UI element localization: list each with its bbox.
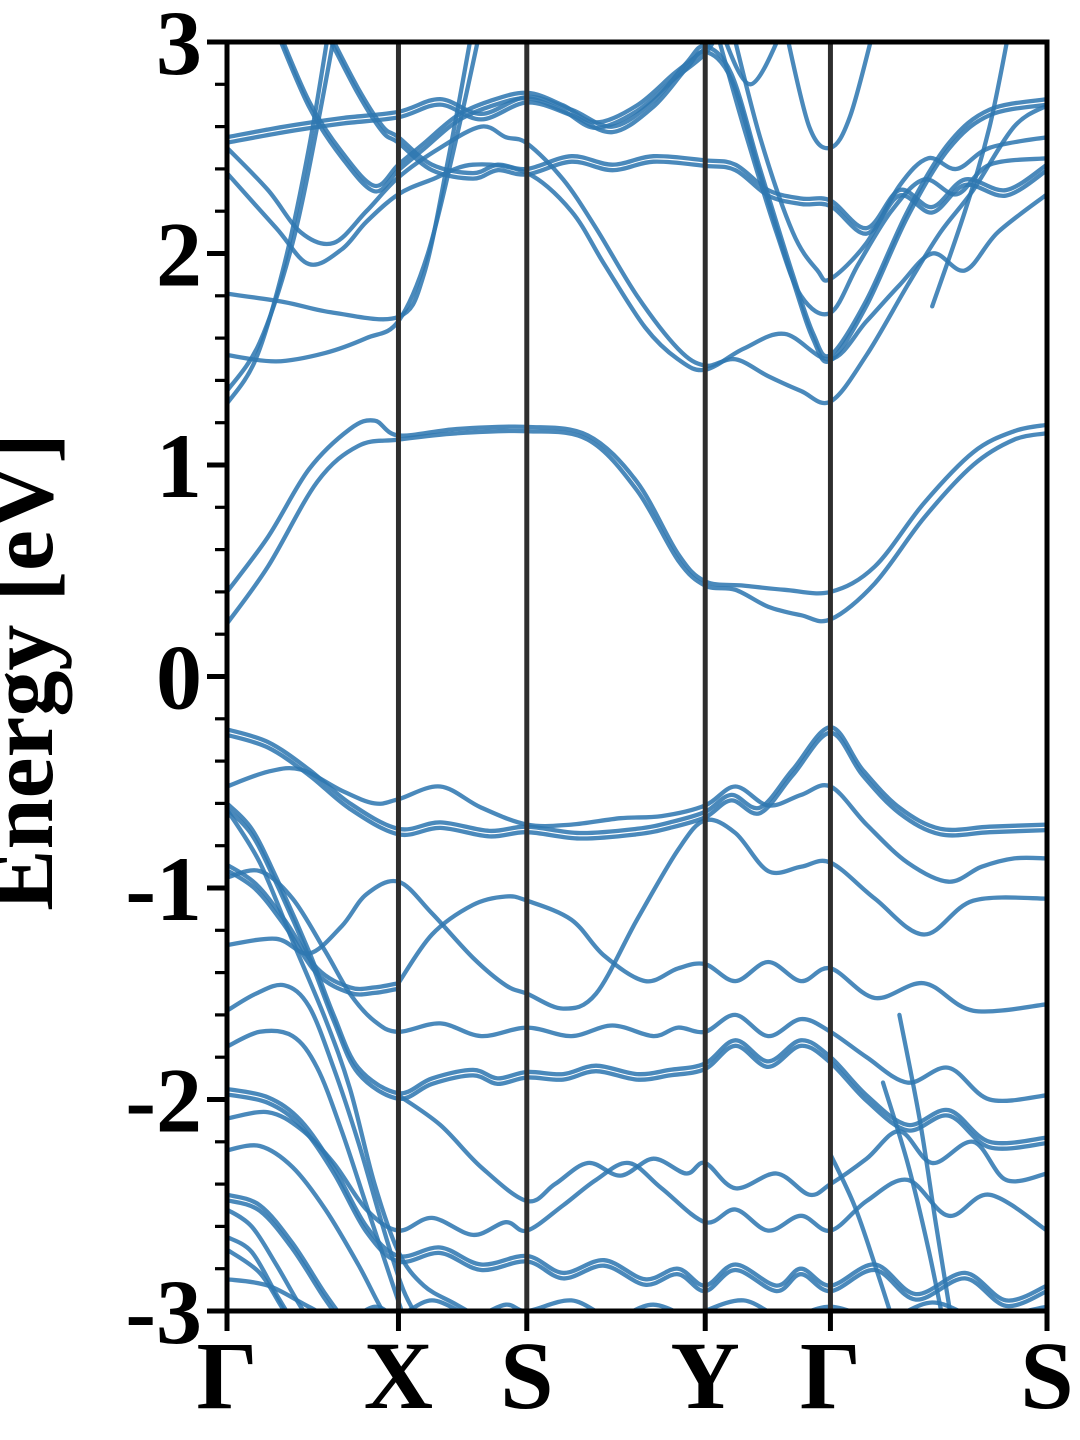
band-path bbox=[225, 40, 481, 364]
y-tick-label: 2 bbox=[156, 204, 202, 306]
band-path bbox=[225, 40, 336, 394]
band-path bbox=[897, 1012, 953, 1313]
y-tick-label: -2 bbox=[125, 1050, 202, 1152]
y-tick-label: 1 bbox=[156, 415, 202, 517]
band-path bbox=[225, 1207, 308, 1313]
band-path bbox=[396, 894, 1049, 1014]
y-tick-label: -3 bbox=[125, 1261, 202, 1363]
band-path bbox=[225, 1234, 291, 1313]
band-path bbox=[225, 40, 330, 406]
band-path bbox=[225, 1109, 1049, 1238]
x-point-label: Γ bbox=[196, 1322, 257, 1429]
band-path bbox=[225, 418, 1049, 596]
y-axis-title: Energy [eV] bbox=[0, 433, 72, 911]
band-path bbox=[225, 868, 1049, 1104]
x-point-label: Γ bbox=[800, 1322, 861, 1429]
x-point-label: S bbox=[1020, 1322, 1073, 1429]
symmetry-lines-group bbox=[395, 42, 833, 1311]
band-path bbox=[225, 428, 1049, 626]
band-path-pair bbox=[225, 730, 1049, 841]
band-path bbox=[225, 807, 476, 1313]
y-tick-label: 3 bbox=[156, 0, 202, 94]
x-point-label: Y bbox=[671, 1322, 740, 1429]
band-path bbox=[930, 40, 1010, 309]
band-path-pair bbox=[225, 806, 1049, 1151]
band-path bbox=[225, 162, 1049, 373]
band-path bbox=[225, 1247, 289, 1313]
band-path bbox=[225, 725, 1049, 836]
band-path bbox=[732, 40, 1049, 283]
band-path bbox=[225, 1086, 1049, 1303]
band-path bbox=[828, 1152, 893, 1313]
band-path bbox=[225, 43, 1049, 359]
band-path bbox=[225, 862, 401, 992]
band-path-pair bbox=[225, 1092, 1049, 1309]
band-path bbox=[225, 817, 1049, 1011]
band-path bbox=[280, 40, 714, 188]
y-tick-label: -1 bbox=[125, 838, 202, 940]
x-point-label: S bbox=[500, 1322, 553, 1429]
bands-group bbox=[225, 40, 1049, 1313]
band-path bbox=[880, 1080, 944, 1313]
band-path bbox=[716, 40, 1049, 317]
y-tick-label: 0 bbox=[156, 627, 202, 729]
band-path bbox=[396, 1093, 1049, 1204]
band-path bbox=[330, 40, 1049, 231]
band-path bbox=[225, 1028, 405, 1313]
band-path-pair bbox=[225, 868, 401, 997]
band-path bbox=[225, 765, 1049, 884]
x-point-label: X bbox=[364, 1322, 433, 1429]
band-path bbox=[225, 103, 1049, 406]
plot-frame bbox=[224, 39, 1050, 1314]
band-path bbox=[225, 1192, 342, 1313]
